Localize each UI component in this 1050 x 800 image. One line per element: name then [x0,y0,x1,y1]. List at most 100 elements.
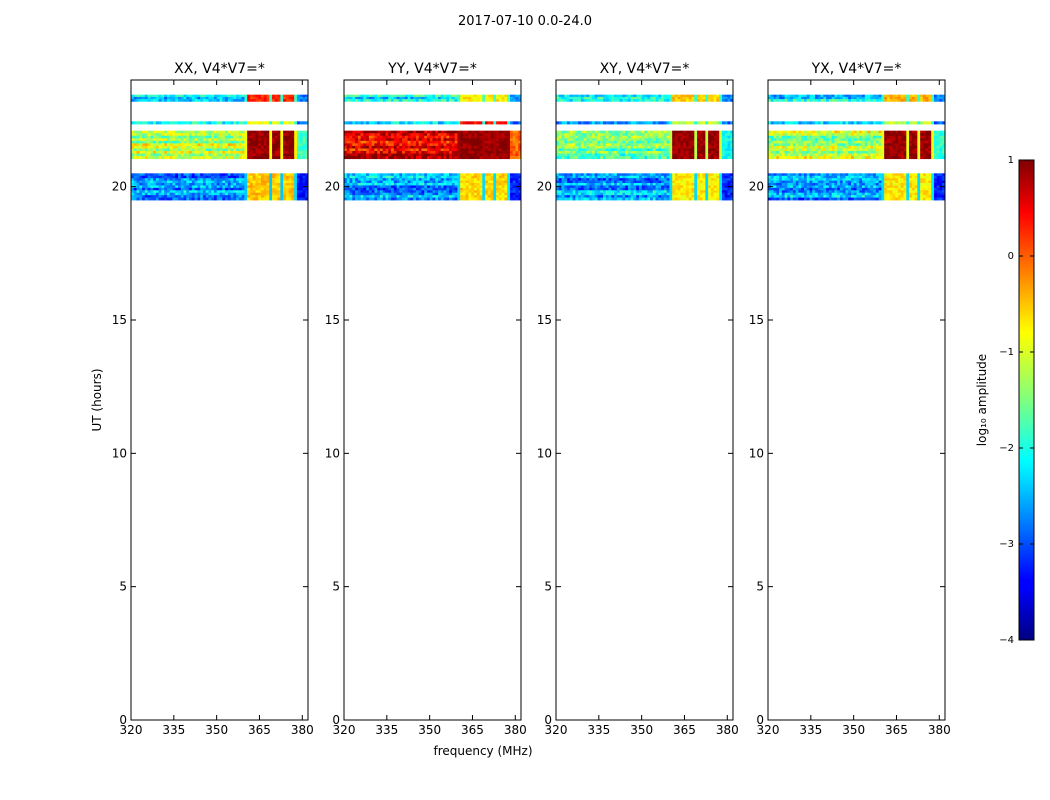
heatmap-cell [697,180,701,184]
heatmap-cell [388,195,392,198]
heatmap-cell [225,151,229,154]
heatmap-cell [142,138,146,142]
heatmap-cell [399,145,403,149]
heatmap-cell [213,192,218,196]
heatmap-cell [274,151,278,154]
heatmap-cell [655,173,659,177]
heatmap-cell [305,151,309,154]
heatmap-cell [269,185,273,189]
heatmap-cell [191,145,196,149]
heatmap-cell [677,130,681,134]
heatmap-cell [178,153,182,157]
heatmap-cell [647,138,651,142]
heatmap-cell [636,151,640,154]
heatmap-cell [457,133,461,137]
heatmap-cell [462,178,467,181]
heatmap-cell [424,135,428,139]
heatmap-cell [368,94,373,98]
heatmap-cell [344,145,348,149]
heatmap-cell [382,138,386,142]
heatmap-cell [578,138,582,142]
heatmap-cell [603,192,607,196]
heatmap-cell [139,180,143,184]
heatmap-cell [435,190,439,194]
heatmap-cell [219,143,223,147]
heatmap-cell [407,99,411,102]
heatmap-cell [438,133,442,137]
heatmap-cell [603,133,607,137]
heatmap-cell [515,135,519,139]
heatmap-cell [399,151,403,154]
heatmap-cell [294,187,298,191]
heatmap-cell [194,173,198,177]
heatmap-cell [285,151,290,154]
heatmap-cell [283,96,287,100]
heatmap-cell [647,151,651,154]
heatmap-cell [413,145,417,149]
heatmap-cell [269,180,273,184]
heatmap-cell [507,121,511,125]
heatmap-cell [205,195,209,198]
heatmap-cell [349,135,353,139]
heatmap-cell [518,195,522,198]
heatmap-cell [252,145,256,149]
heatmap-cell [465,192,469,196]
heatmap-cell [713,192,717,196]
heatmap-cell [652,145,656,149]
heatmap-cell [432,192,436,196]
heatmap-cell [274,183,278,186]
heatmap-cell [227,187,231,191]
heatmap-cell [727,187,731,191]
heatmap-cell [561,153,565,157]
heatmap-cell [213,153,218,157]
heatmap-cell [616,138,621,142]
heatmap-cell [357,143,361,147]
heatmap-cell [183,178,187,181]
heatmap-cell [498,135,503,139]
heatmap-cell [166,183,171,186]
heatmap-cell [180,190,184,194]
heatmap-cell [396,145,400,149]
heatmap-cell [518,148,522,152]
heatmap-cell [158,185,162,189]
heatmap-cell [288,130,292,134]
heatmap-cell [144,156,148,160]
heatmap-cell [258,130,262,134]
heatmap-cell [285,99,290,102]
heatmap-cell [233,180,237,184]
heatmap-cell [169,183,173,186]
heatmap-cell [180,183,184,186]
heatmap-cell [471,130,475,134]
heatmap-cell [283,192,287,196]
heatmap-cell [153,173,157,177]
heatmap-cell [647,173,651,177]
heatmap-cell [418,185,422,189]
heatmap-cell [189,183,193,186]
heatmap-cell [421,180,425,184]
heatmap-cell [713,187,717,191]
heatmap-cell [454,180,458,184]
heatmap-cell [603,185,607,189]
heatmap-cell [260,156,265,160]
heatmap-cell [429,140,433,144]
heatmap-cell [597,190,601,194]
heatmap-cell [418,175,422,179]
heatmap-cell [457,197,461,201]
heatmap-cell [716,185,720,189]
heatmap-cell [216,96,220,100]
heatmap-cell [291,156,295,160]
heatmap-cell [211,143,215,147]
heatmap-cell [283,99,287,102]
heatmap-cell [688,96,692,100]
heatmap-cell [404,156,409,160]
heatmap-cell [161,99,165,102]
heatmap-cell [175,175,179,179]
heatmap-cell [644,175,648,179]
heatmap-cell [368,192,373,196]
heatmap-cell [147,178,151,181]
heatmap-cell [460,190,464,194]
heatmap-cell [178,178,182,181]
heatmap-cell [418,133,422,137]
heatmap-cell [638,99,643,102]
heatmap-cell [487,180,491,184]
